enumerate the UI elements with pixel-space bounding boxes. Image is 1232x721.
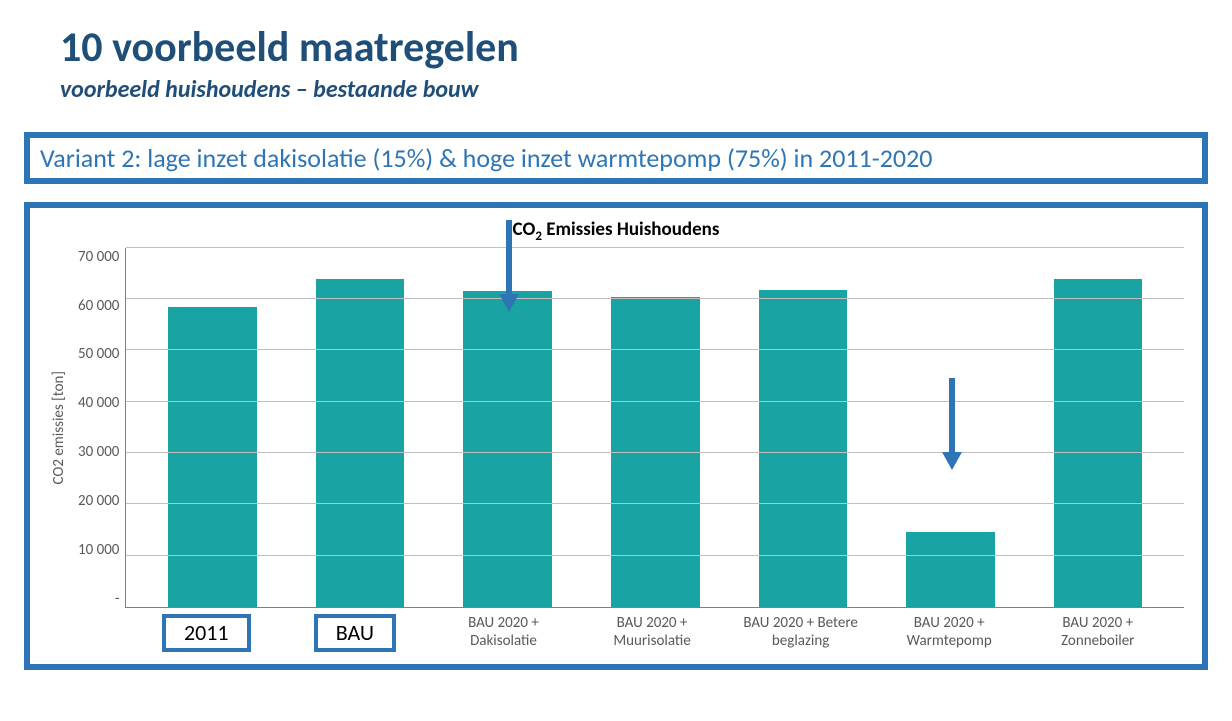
bar-slot	[1024, 248, 1172, 607]
bar-slot	[434, 248, 582, 607]
x-label: 2011	[132, 614, 281, 652]
x-label-boxed: 2011	[162, 614, 251, 652]
bar	[168, 307, 257, 607]
slide: 10 voorbeeld maatregelen voorbeeld huish…	[0, 0, 1232, 670]
grid-line	[126, 401, 1184, 402]
bar-slot	[729, 248, 877, 607]
x-axis-labels: 2011BAUBAU 2020 + DakisolatieBAU 2020 + …	[120, 608, 1184, 652]
chart-container: CO2 Emissies Huishoudens CO2 emissies [t…	[24, 202, 1208, 670]
bar	[1054, 279, 1143, 607]
chart-area: CO2 emissies [ton] 70 000 60 000 50 000 40 …	[48, 248, 1184, 608]
grid-line	[126, 503, 1184, 504]
page-title: 10 voorbeeld maatregelen	[60, 22, 1172, 73]
x-label: BAU 2020 + Dakisolatie	[429, 614, 578, 652]
y-tick: 20 000	[78, 492, 119, 510]
bar	[463, 291, 552, 606]
bar	[759, 290, 848, 607]
x-label: BAU 2020 + Warmtepomp	[875, 614, 1024, 652]
bar-slot	[581, 248, 729, 607]
chart-title: CO2 Emissies Huishoudens	[48, 218, 1184, 244]
y-axis-ticks: 70 000 60 000 50 000 40 000 30 000 20 000 10 0…	[70, 248, 125, 608]
y-tick: 40 000	[78, 394, 119, 412]
grid-line	[126, 349, 1184, 350]
y-tick: 50 000	[78, 345, 119, 363]
x-label-boxed: BAU	[314, 614, 396, 652]
y-tick: 10 000	[78, 541, 119, 559]
bar-slot	[138, 248, 286, 607]
y-tick: 60 000	[78, 297, 119, 315]
grid-line	[126, 452, 1184, 453]
bar-slot	[877, 248, 1025, 607]
x-label: BAU 2020 + Muurisolatie	[578, 614, 727, 652]
y-axis-label: CO2 emissies [ton]	[48, 371, 70, 484]
bar-slot	[286, 248, 434, 607]
grid-line	[126, 298, 1184, 299]
bar	[316, 279, 405, 607]
grid-line	[126, 247, 1184, 248]
plot-area	[125, 248, 1184, 608]
bars-group	[126, 248, 1184, 607]
grid-line	[126, 555, 1184, 556]
x-label: BAU	[281, 614, 430, 652]
bar	[906, 532, 995, 606]
y-tick: 70 000	[78, 248, 119, 266]
variant-caption-box: Variant 2: lage inzet dakisolatie (15%) …	[24, 132, 1208, 184]
x-label: BAU 2020 + Betere beglazing	[726, 614, 875, 652]
y-tick: 30 000	[78, 443, 119, 461]
y-tick: -	[78, 590, 119, 608]
page-subtitle: voorbeeld huishoudens – bestaande bouw	[60, 75, 1172, 104]
x-label: BAU 2020 + Zonneboiler	[1023, 614, 1172, 652]
